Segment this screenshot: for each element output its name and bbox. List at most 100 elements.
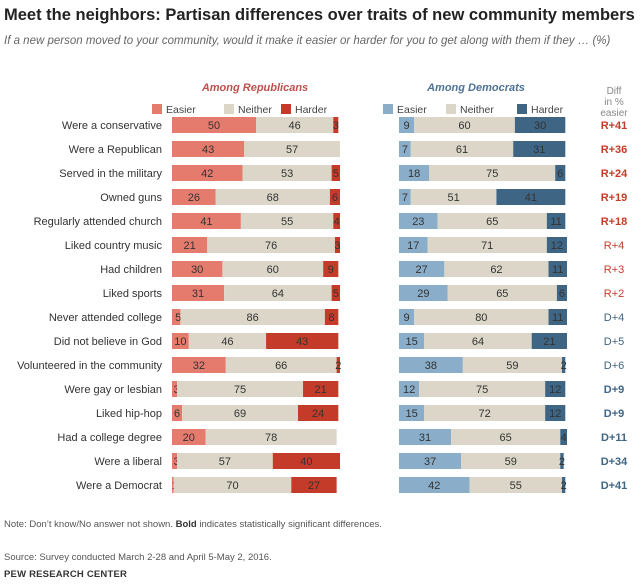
row-label: Were a conservative [62, 120, 162, 132]
dem-easier-bar [399, 213, 438, 229]
rep-easier-bar [172, 213, 241, 229]
dem-easier-bar [399, 333, 425, 349]
rep-harder-bar [272, 453, 340, 469]
dem-harder-label: 6 [559, 288, 565, 300]
rep-neither-bar [256, 117, 334, 133]
rep-harder-bar [334, 237, 340, 253]
dem-easier-label: 12 [403, 384, 415, 396]
rep-easier-label: 10 [174, 336, 186, 348]
diff-value: R+4 [604, 240, 625, 252]
rep-harder-label: 9 [328, 264, 334, 276]
dem-harder-bar [546, 237, 567, 253]
rep-neither-bar [177, 453, 273, 469]
diff-header-line: easier [600, 108, 628, 119]
dem-easier-label: 9 [403, 312, 409, 324]
rep-harder-label: 5 [333, 288, 339, 300]
dem-harder-label: 2 [559, 456, 565, 468]
dem-easier-label: 15 [405, 336, 417, 348]
dem-neither-label: 59 [505, 456, 517, 468]
dem-neither-bar [469, 477, 562, 493]
dem-harder-bar [560, 429, 567, 445]
dem-easier-bar [399, 357, 463, 373]
legend-swatch-dem-easier [383, 104, 393, 114]
dem-easier-bar [399, 237, 428, 253]
rep-neither-label: 46 [221, 336, 233, 348]
dem-neither-bar [447, 285, 557, 301]
rep-easier-bar [172, 477, 174, 493]
rep-neither-bar [224, 285, 332, 301]
dem-easier-bar [399, 261, 445, 277]
rep-easier-label: 31 [192, 288, 204, 300]
dem-harder-bar [514, 117, 566, 133]
rep-easier-label: 26 [188, 192, 200, 204]
dem-harder-bar [548, 309, 567, 325]
dem-harder-bar [496, 189, 566, 205]
rep-harder-bar [336, 357, 340, 373]
rep-harder-label: 5 [333, 168, 339, 180]
dem-harder-label: 11 [550, 216, 561, 228]
dem-neither-bar [410, 189, 497, 205]
rep-harder-bar [323, 261, 339, 277]
dem-easier-bar [399, 309, 415, 325]
row-label: Were gay or lesbian [64, 384, 162, 396]
dem-neither-label: 75 [476, 384, 488, 396]
rep-harder-bar [324, 309, 339, 325]
rep-harder-label: 43 [296, 336, 308, 348]
chart-title: Meet the neighbors: Partisan differences… [4, 6, 635, 24]
rep-easier-bar [172, 117, 256, 133]
rep-neither-label: 76 [265, 240, 277, 252]
rep-neither-bar [180, 309, 325, 325]
dem-easier-bar [399, 381, 420, 397]
diff-value: D+9 [604, 384, 625, 396]
rep-neither-label: 53 [281, 168, 293, 180]
rep-harder-bar [333, 213, 340, 229]
rep-easier-bar [172, 357, 226, 373]
dem-harder-bar [548, 261, 567, 277]
panel-header-democrats: Among Democrats [426, 82, 525, 94]
rep-easier-label: 43 [202, 144, 214, 156]
row-label: Regularly attended church [34, 216, 162, 228]
rep-easier-bar [172, 237, 208, 253]
panel-header-republicans: Among Republicans [201, 82, 308, 94]
legend-swatch-rep-neither [224, 104, 234, 114]
dem-neither-label: 72 [479, 408, 491, 420]
note-suffix: indicates statistically significant diff… [196, 519, 382, 530]
dem-easier-label: 18 [408, 168, 420, 180]
rep-easier-label: 41 [200, 216, 212, 228]
dem-neither-bar [461, 453, 561, 469]
dem-harder-label: 30 [534, 120, 546, 132]
dem-neither-label: 60 [458, 120, 470, 132]
row-label: Liked hip-hop [96, 408, 162, 420]
rep-neither-label: 69 [234, 408, 246, 420]
diff-header-line: in % [604, 97, 624, 108]
rep-easier-bar [172, 333, 189, 349]
rep-harder-bar [303, 381, 339, 397]
rep-easier-label: 50 [208, 120, 220, 132]
dem-easier-bar [399, 453, 462, 469]
rep-harder-label: 40 [300, 456, 312, 468]
dem-harder-bar [513, 141, 566, 157]
diff-value: D+6 [604, 360, 625, 372]
dem-neither-bar [429, 165, 556, 181]
diff-value: R+36 [601, 144, 628, 156]
stacked-bar-chart: Among Republicans Among Democrats Easier Ea… [17, 82, 628, 493]
rep-easier-bar [172, 141, 245, 157]
legend-swatch-rep-harder [281, 104, 291, 114]
dem-easier-bar [399, 189, 411, 205]
dem-easier-bar [399, 165, 430, 181]
rep-easier-bar [172, 189, 216, 205]
diff-value: R+41 [601, 120, 628, 132]
rep-neither-label: 60 [267, 264, 279, 276]
row-label: Had a college degree [57, 432, 162, 444]
rep-harder-bar [298, 405, 339, 421]
dem-neither-bar [427, 237, 547, 253]
dem-easier-label: 37 [424, 456, 436, 468]
rep-neither-bar [240, 213, 334, 229]
note-prefix: Note: Don’t know/No answer not shown. [4, 519, 176, 530]
row-label: Were a Republican [69, 144, 162, 156]
rep-harder-bar [333, 117, 339, 133]
dem-neither-label: 71 [481, 240, 493, 252]
dem-easier-label: 38 [425, 360, 437, 372]
rep-harder-bar [291, 477, 337, 493]
rep-neither-bar [242, 165, 332, 181]
